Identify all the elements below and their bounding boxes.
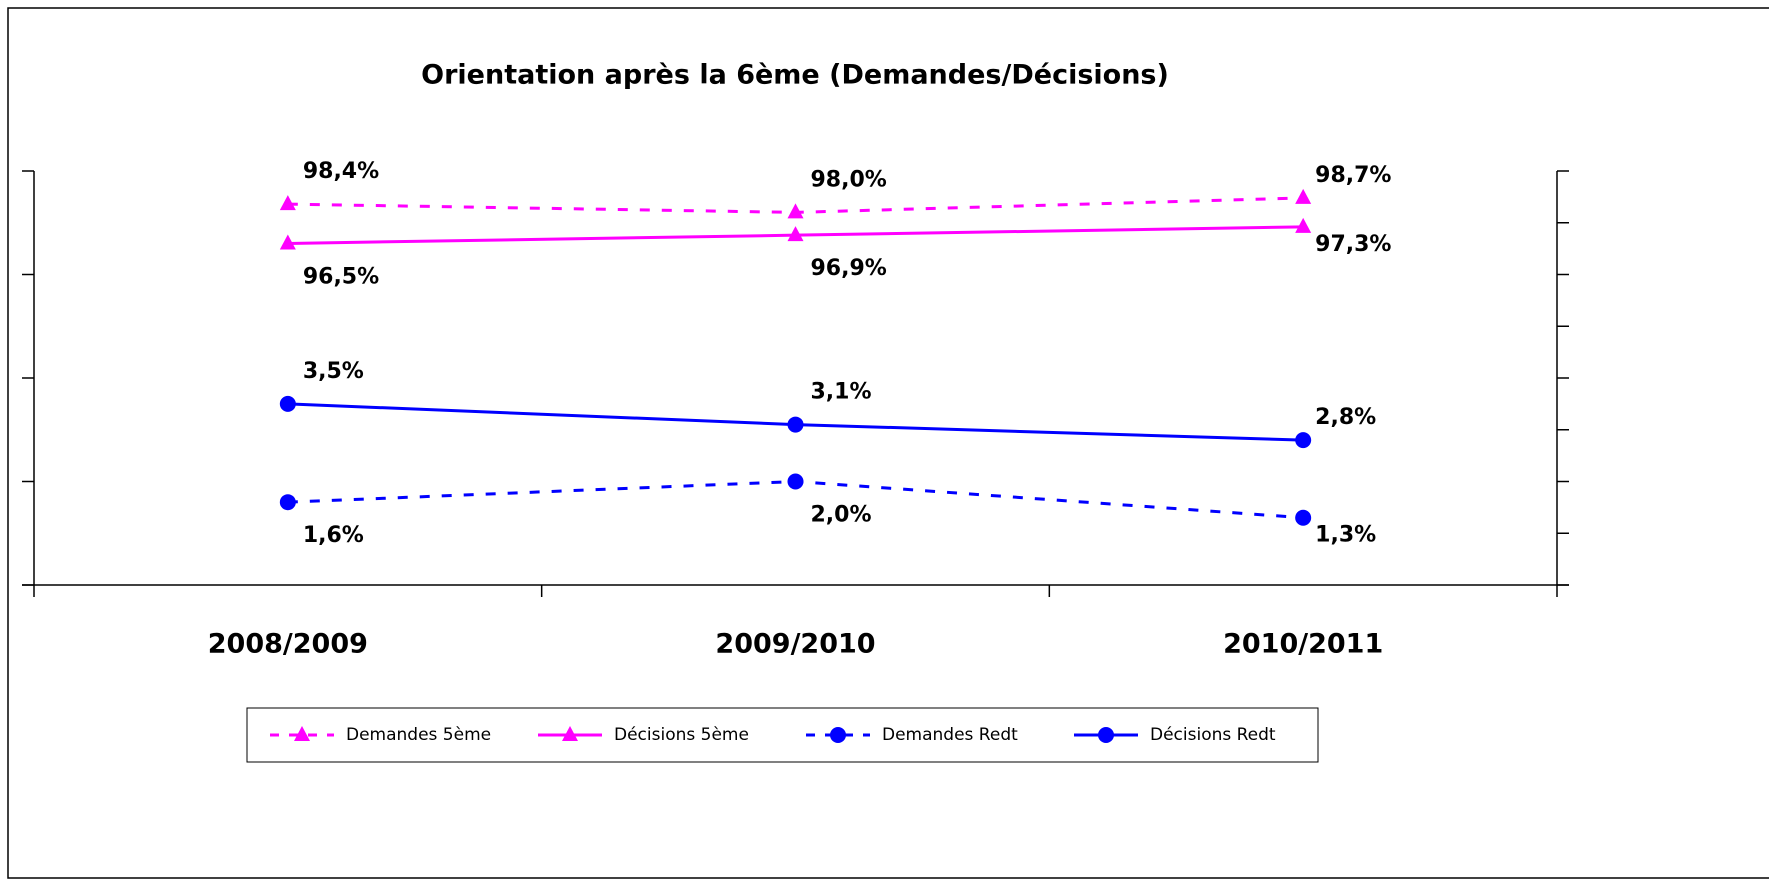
data-point [787,416,804,433]
legend-label: Demandes 5ème [346,725,491,745]
legend-marker [294,726,310,741]
data-point [1295,432,1312,449]
data-point [787,473,804,490]
data-label: 98,4% [303,159,379,184]
data-point [1295,217,1312,233]
legend-marker [830,727,846,743]
legend-marker [1098,727,1114,743]
data-point [279,395,296,412]
legend-label: Demandes Redt [882,725,1018,745]
data-point [279,234,296,250]
x-tick-label: 2010/2011 [1223,629,1383,660]
data-point [787,203,804,219]
data-point [787,226,804,242]
legend-marker [562,726,578,741]
data-label: 98,7% [1315,163,1391,188]
data-label: 2,8% [1315,405,1376,430]
data-label: 98,0% [811,167,887,192]
data-label: 97,3% [1315,232,1391,257]
data-point [279,195,296,211]
data-point [279,494,296,511]
chart-title: Orientation après la 6ème (Demandes/Déci… [421,60,1169,91]
data-label: 1,3% [1315,523,1376,548]
data-label: 3,1% [811,380,872,405]
data-label: 2,0% [811,503,872,528]
data-point [1295,188,1312,204]
x-tick-label: 2008/2009 [208,629,368,660]
legend-box [246,707,1319,763]
legend-label: Décisions 5ème [614,725,749,745]
x-tick-label: 2009/2010 [715,629,875,660]
data-label: 1,6% [303,523,364,548]
legend-label: Décisions Redt [1150,725,1276,745]
data-label: 96,5% [303,264,379,289]
data-point [1295,509,1312,526]
data-label: 96,9% [811,256,887,281]
data-label: 3,5% [303,359,364,384]
